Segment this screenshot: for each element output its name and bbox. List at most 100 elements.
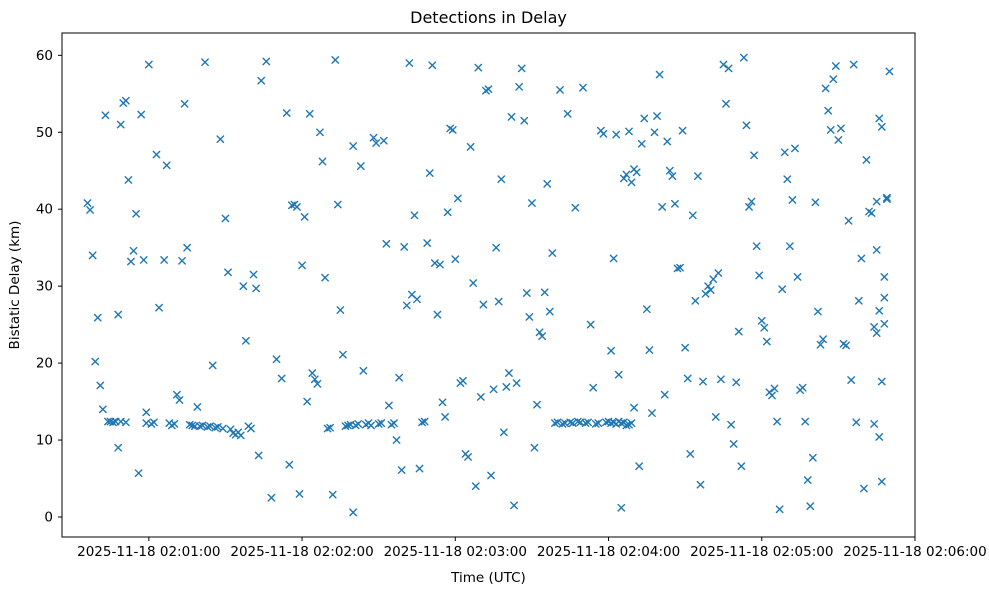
data-point-marker xyxy=(694,172,702,181)
data-point-marker xyxy=(668,172,677,181)
data-point-marker xyxy=(619,174,628,183)
data-point-marker xyxy=(216,135,225,144)
data-point-marker xyxy=(829,75,838,84)
data-point-marker xyxy=(308,369,317,378)
data-point-marker xyxy=(704,282,713,291)
data-point-marker xyxy=(162,161,171,170)
data-point-marker xyxy=(808,453,817,462)
data-point-marker xyxy=(520,116,529,125)
data-point-marker xyxy=(379,136,388,145)
data-point-marker xyxy=(801,417,810,426)
data-point-marker xyxy=(512,379,521,388)
data-point-marker xyxy=(607,346,615,355)
data-point-marker xyxy=(798,383,807,392)
data-point-marker xyxy=(627,178,636,187)
data-point-marker xyxy=(438,398,447,407)
data-point-marker xyxy=(359,366,368,375)
data-point-marker xyxy=(410,211,419,220)
data-point-marker xyxy=(142,408,151,417)
data-point-marker xyxy=(637,139,646,148)
data-point-marker xyxy=(300,213,309,221)
data-point-marker xyxy=(382,239,391,248)
data-point-marker xyxy=(160,256,169,264)
data-point-marker xyxy=(660,390,669,399)
data-point-marker xyxy=(803,476,812,484)
data-point-marker xyxy=(384,401,393,410)
x-axis-label: Time (UTC) xyxy=(450,570,526,586)
data-point-marker xyxy=(201,58,209,67)
data-point-marker xyxy=(356,162,365,171)
data-point-marker xyxy=(885,67,894,76)
data-point-marker xyxy=(821,84,830,93)
data-point-marker xyxy=(313,379,322,388)
data-point-marker xyxy=(722,99,730,108)
data-point-marker xyxy=(594,419,603,428)
data-point-marker xyxy=(502,383,511,391)
data-point-marker xyxy=(655,70,664,79)
data-point-marker xyxy=(875,306,884,315)
data-point-marker xyxy=(540,288,549,297)
data-point-marker xyxy=(755,271,764,280)
data-point-marker xyxy=(459,376,467,385)
data-point-marker xyxy=(303,397,312,406)
data-point-marker xyxy=(88,251,97,260)
data-point-marker xyxy=(819,335,827,344)
y-axis-label: Bistatic Delay (km) xyxy=(7,221,23,350)
data-point-marker xyxy=(448,126,457,134)
data-point-marker xyxy=(857,254,866,263)
data-point-marker xyxy=(150,418,158,427)
data-point-marker xyxy=(622,170,631,179)
data-point-marker xyxy=(699,377,707,386)
data-point-marker xyxy=(650,128,659,137)
data-point-marker xyxy=(331,56,340,64)
data-point-marker xyxy=(400,243,409,251)
data-point-marker xyxy=(369,133,378,142)
data-point-marker xyxy=(665,166,674,175)
data-point-marker xyxy=(860,484,868,493)
data-point-marker xyxy=(367,421,375,430)
data-point-marker xyxy=(556,86,564,94)
data-point-marker xyxy=(814,307,822,316)
data-point-marker xyxy=(589,383,598,392)
data-point-marker xyxy=(310,375,319,384)
data-point-marker xyxy=(318,157,327,166)
data-point-marker xyxy=(785,242,794,251)
data-point-marker xyxy=(83,199,92,207)
data-point-marker xyxy=(336,306,345,314)
data-point-marker xyxy=(116,120,125,129)
data-point-marker xyxy=(678,126,687,135)
data-point-marker xyxy=(691,296,700,305)
chart-title: Detections in Delay xyxy=(410,8,567,27)
data-point-marker xyxy=(599,129,608,138)
data-point-marker xyxy=(428,61,437,70)
data-point-marker xyxy=(760,323,769,332)
data-point-marker xyxy=(586,320,595,329)
data-point-marker xyxy=(729,439,738,448)
data-point-marker xyxy=(484,85,493,94)
data-point-marker xyxy=(883,195,891,204)
data-point-marker xyxy=(783,175,792,184)
data-point-marker xyxy=(249,270,258,279)
data-point-marker xyxy=(648,409,656,418)
data-point-marker xyxy=(517,64,526,73)
data-point-marker xyxy=(724,64,733,73)
data-point-marker xyxy=(880,319,889,328)
data-point-marker xyxy=(696,480,705,489)
data-point-marker xyxy=(870,323,879,331)
data-point-marker xyxy=(727,420,736,429)
data-point-marker xyxy=(579,83,587,92)
data-point-marker xyxy=(862,156,871,164)
data-point-marker xyxy=(464,453,472,461)
data-point-marker xyxy=(719,60,728,69)
data-point-marker xyxy=(844,216,853,225)
data-point-marker xyxy=(877,477,886,486)
data-point-marker xyxy=(770,384,779,393)
data-point-marker xyxy=(121,418,130,427)
data-point-marker xyxy=(642,305,651,314)
data-point-marker xyxy=(688,211,697,220)
data-point-marker xyxy=(826,126,835,134)
x-tick-label: 2025-11-18 02:04:00 xyxy=(537,544,680,560)
data-point-marker xyxy=(571,203,580,212)
data-point-marker xyxy=(563,109,572,118)
